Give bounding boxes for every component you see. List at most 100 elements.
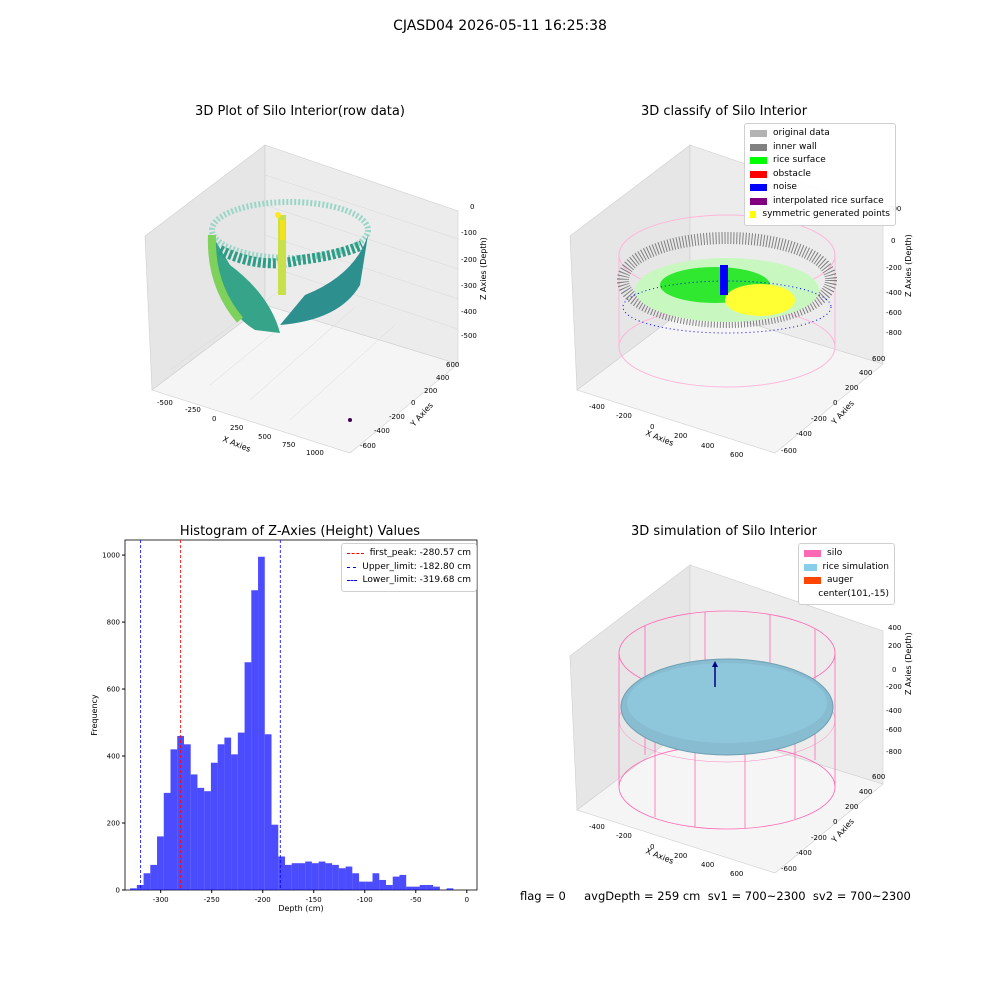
- rice-simulation-surface: [620, 658, 834, 756]
- classify-y-tick: 0: [833, 399, 837, 407]
- raw-y-tick: 0: [411, 399, 415, 407]
- simulation-legend: silo rice simulation auger center(101,-1…: [798, 543, 895, 605]
- histogram-bar: [258, 556, 265, 890]
- histogram-bar: [318, 861, 326, 890]
- simulation-z-tick: -800: [886, 748, 902, 756]
- histogram-x-ticks: -300 -250 -200 -150 -100 -50 0: [153, 890, 469, 904]
- histogram-bar: [332, 864, 339, 890]
- histogram-bar: [446, 888, 454, 890]
- simulation-z-tick: -200: [886, 683, 902, 691]
- classify-y-tick: 400: [859, 369, 872, 377]
- classify-y-tick: -200: [811, 415, 827, 423]
- classify-z-tick: -600: [886, 309, 902, 317]
- histogram-legend: first_peak: -280.57 cm Upper_limit: -182…: [341, 543, 477, 592]
- legend-item: first_peak: -280.57 cm: [347, 547, 471, 561]
- histogram-x-tick-label: -200: [255, 896, 271, 904]
- status-footer: flag = 0 avgDepth = 259 cm sv1 = 700~230…: [520, 889, 911, 903]
- legend-label: first_peak: -280.57 cm: [369, 548, 471, 558]
- legend-swatch: [804, 591, 812, 598]
- raw-y-ticks: 600 400 200 0 -200 -400 -600: [360, 361, 459, 450]
- histogram-bar: [352, 873, 360, 890]
- histogram-bar: [244, 662, 252, 890]
- raw-x-tick: 250: [230, 424, 243, 432]
- simulation-y-tick: -600: [781, 865, 797, 873]
- histogram-bar: [204, 791, 211, 890]
- simulation-y-tick: -400: [796, 849, 812, 857]
- histogram-bar: [433, 886, 440, 890]
- histogram-bar: [136, 884, 144, 890]
- simulation-x-tick: 400: [701, 861, 714, 869]
- classify-x-label: X Axies: [644, 429, 675, 448]
- legend-label: original data: [773, 128, 830, 138]
- histogram-x-tick-label: -300: [153, 896, 169, 904]
- legend-label: interpolated rice surface: [773, 195, 884, 206]
- histogram-x-tick-label: -250: [204, 896, 220, 904]
- histogram-bar: [385, 884, 393, 890]
- histogram-bar: [298, 863, 306, 890]
- histogram-y-tick-label: 0: [116, 887, 120, 895]
- classify-y-tick: 200: [845, 384, 858, 392]
- histogram-bar: [291, 863, 299, 890]
- raw-x-tick: 500: [258, 433, 271, 441]
- raw-z-tick: -200: [461, 256, 477, 264]
- histogram-bar: [210, 762, 218, 890]
- classify-x-tick: 600: [730, 451, 743, 459]
- legend-label: inner wall: [773, 141, 817, 152]
- legend-item: rice surface: [750, 154, 890, 168]
- legend-item: center(101,-15): [804, 588, 889, 602]
- legend-swatch: [750, 197, 767, 205]
- simulation-y-tick: 200: [845, 803, 858, 811]
- legend-item: interpolated rice surface: [750, 195, 890, 209]
- simulation-x-tick: 600: [730, 870, 743, 878]
- legend-label: Upper_limit: -182.80 cm: [362, 561, 471, 572]
- histogram-bar: [163, 792, 171, 890]
- raw-z-ticks: 0 -100 -200 -300 -400 -500: [461, 203, 477, 340]
- simulation-y-ticks: 600 400 200 0 -200 -400 -600: [781, 773, 885, 873]
- histogram-bar: [305, 861, 312, 890]
- histogram-bar: [157, 836, 164, 890]
- legend-item: inner wall: [750, 141, 890, 155]
- histogram-y-tick-label: 800: [107, 619, 120, 627]
- classify-y-ticks: 600 400 200 0 -200 -400 -600: [781, 355, 885, 455]
- raw-z-tick: -100: [461, 229, 477, 237]
- simulation-y-tick: 400: [859, 788, 872, 796]
- histogram-bar: [183, 744, 191, 890]
- legend-item: symmetric generated points: [750, 208, 890, 222]
- raw-x-tick: 750: [282, 441, 295, 449]
- histogram-x-tick-label: -50: [410, 896, 421, 904]
- classify-plot-title: 3D classify of Silo Interior: [640, 104, 808, 119]
- auger-marker: [712, 661, 718, 687]
- legend-swatch: [750, 130, 767, 138]
- legend-label: silo: [827, 548, 843, 558]
- legend-label: obstacle: [773, 168, 811, 179]
- classify-z-tick: -400: [886, 289, 902, 297]
- legend-swatch: [347, 566, 357, 568]
- histogram-y-tick-label: 400: [107, 753, 120, 761]
- histogram-bar: [224, 737, 232, 890]
- histogram-reference-lines: [140, 540, 281, 890]
- classify-3d-plot: -400 -200 0 200 400 600 X Axies 600 400 …: [569, 144, 913, 459]
- simulation-z-ticks: 400 200 0 -200 -400 -600 -800: [886, 624, 902, 756]
- classify-x-ticks: -400 -200 0 200 400 600: [589, 403, 743, 459]
- legend-swatch: [804, 563, 817, 571]
- legend-swatch: [347, 580, 357, 582]
- legend-label: auger: [827, 575, 854, 585]
- histogram-bar: [379, 879, 386, 890]
- legend-swatch: [750, 184, 767, 192]
- simulation-z-tick: -600: [886, 726, 902, 734]
- raw-x-tick: -250: [185, 406, 201, 414]
- raw-y-tick: -600: [360, 442, 376, 450]
- histogram-bar: [264, 734, 272, 890]
- histogram-bar: [392, 876, 400, 890]
- simulation-x-tick: -400: [589, 823, 605, 831]
- histogram-bar: [271, 824, 279, 890]
- simulation-z-tick: 200: [888, 642, 901, 650]
- histogram-bar: [231, 754, 238, 890]
- classify-point-cloud: [617, 214, 837, 388]
- histogram-y-ticks: 0 200 400 600 800 1000: [102, 552, 125, 895]
- classify-z-tick: 0: [891, 237, 895, 245]
- simulation-y-tick: 0: [833, 818, 837, 826]
- simulation-z-tick: -400: [886, 707, 902, 715]
- legend-item: noise: [750, 181, 890, 195]
- histogram-bar: [359, 881, 366, 890]
